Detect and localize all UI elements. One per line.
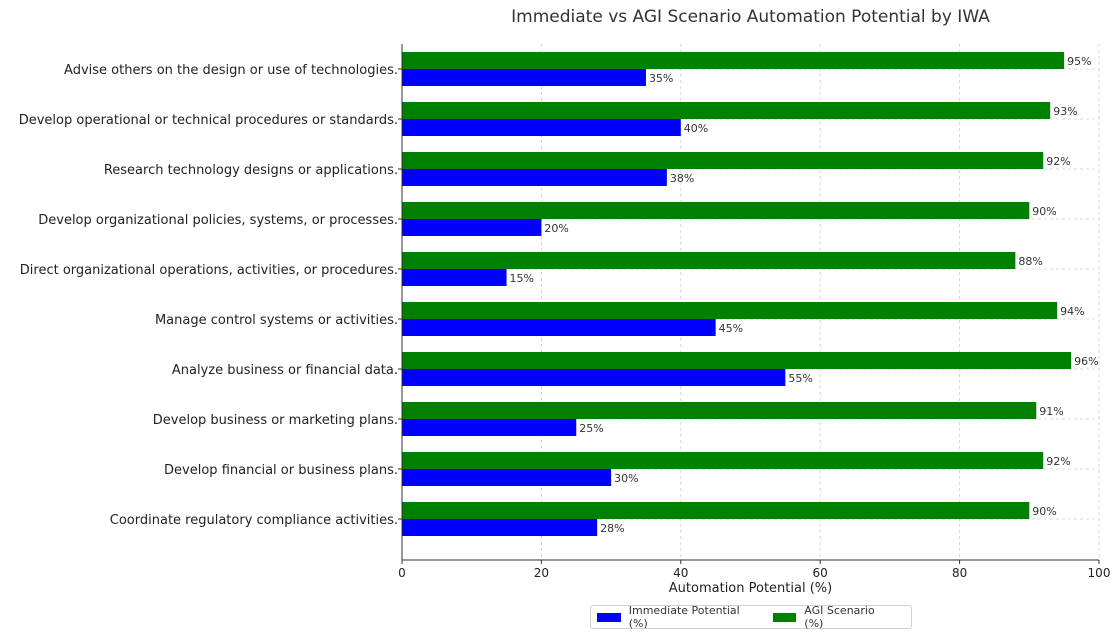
y-tick-label: Analyze business or financial data. xyxy=(172,363,398,378)
bar-immediate-potential xyxy=(402,369,786,386)
bar-immediate-potential xyxy=(402,419,577,436)
x-tick-label: 80 xyxy=(952,566,967,580)
data-label-immediate: 38% xyxy=(670,172,694,185)
bar-immediate-potential xyxy=(402,469,612,486)
bar-immediate-potential xyxy=(402,269,507,286)
x-tick-label: 100 xyxy=(1088,566,1111,580)
bar-immediate-potential xyxy=(402,169,667,186)
y-tick-label: Coordinate regulatory compliance activit… xyxy=(110,513,398,528)
x-tick-label: 60 xyxy=(813,566,828,580)
data-label-agi: 90% xyxy=(1032,505,1056,518)
bar-agi-scenario xyxy=(402,352,1072,369)
data-label-immediate: 55% xyxy=(788,372,812,385)
legend-item-agi: AGI Scenario (%) xyxy=(772,604,889,630)
bar-immediate-potential xyxy=(402,119,681,136)
legend-item-immediate: Immediate Potential (%) xyxy=(597,604,751,630)
data-label-agi: 92% xyxy=(1046,155,1070,168)
data-label-agi: 95% xyxy=(1067,55,1091,68)
chart-title: Immediate vs AGI Scenario Automation Pot… xyxy=(511,7,990,27)
data-label-agi: 91% xyxy=(1039,405,1063,418)
legend-swatch-agi xyxy=(772,612,797,622)
bar-agi-scenario xyxy=(402,252,1016,269)
y-tick-label: Develop business or marketing plans. xyxy=(153,413,398,428)
y-tick-label: Develop financial or business plans. xyxy=(164,463,398,478)
data-label-immediate: 40% xyxy=(684,122,708,135)
x-tick-label: 40 xyxy=(673,566,688,580)
bar-agi-scenario xyxy=(402,152,1044,169)
bar-agi-scenario xyxy=(402,302,1058,319)
data-label-agi: 90% xyxy=(1032,205,1056,218)
bar-agi-scenario xyxy=(402,202,1030,219)
data-label-agi: 96% xyxy=(1074,355,1098,368)
x-tick-label: 0 xyxy=(398,566,406,580)
bar-immediate-potential xyxy=(402,69,646,86)
data-label-agi: 92% xyxy=(1046,455,1070,468)
data-label-agi: 93% xyxy=(1053,105,1077,118)
y-tick-label: Direct organizational operations, activi… xyxy=(20,263,398,278)
bar-agi-scenario xyxy=(402,502,1030,519)
data-label-immediate: 45% xyxy=(719,322,743,335)
bar-immediate-potential xyxy=(402,519,598,536)
data-label-immediate: 28% xyxy=(600,522,624,535)
y-tick-label: Research technology designs or applicati… xyxy=(104,163,398,178)
bar-agi-scenario xyxy=(402,452,1044,469)
y-tick-label: Develop operational or technical procedu… xyxy=(19,113,398,128)
data-label-immediate: 15% xyxy=(510,272,534,285)
data-label-agi: 88% xyxy=(1018,255,1042,268)
legend-label-immediate: Immediate Potential (%) xyxy=(628,604,740,630)
bar-agi-scenario xyxy=(402,52,1065,69)
data-label-immediate: 20% xyxy=(544,222,568,235)
bar-agi-scenario xyxy=(402,402,1037,419)
x-axis-label: Automation Potential (%) xyxy=(669,581,832,596)
data-label-immediate: 35% xyxy=(649,72,673,85)
data-label-immediate: 30% xyxy=(614,472,638,485)
data-label-immediate: 25% xyxy=(579,422,603,435)
data-label-agi: 94% xyxy=(1060,305,1084,318)
bar-immediate-potential xyxy=(402,319,716,336)
legend: Immediate Potential (%) AGI Scenario (%) xyxy=(590,604,912,630)
legend-swatch-immediate xyxy=(597,612,621,622)
bar-immediate-potential xyxy=(402,219,542,236)
bar-agi-scenario xyxy=(402,102,1051,119)
y-tick-label: Advise others on the design or use of te… xyxy=(64,63,398,78)
y-tick-label: Develop organizational policies, systems… xyxy=(38,213,398,228)
x-tick-label: 20 xyxy=(534,566,549,580)
y-tick-label: Manage control systems or activities. xyxy=(155,313,398,328)
legend-label-agi: AGI Scenario (%) xyxy=(804,604,875,630)
